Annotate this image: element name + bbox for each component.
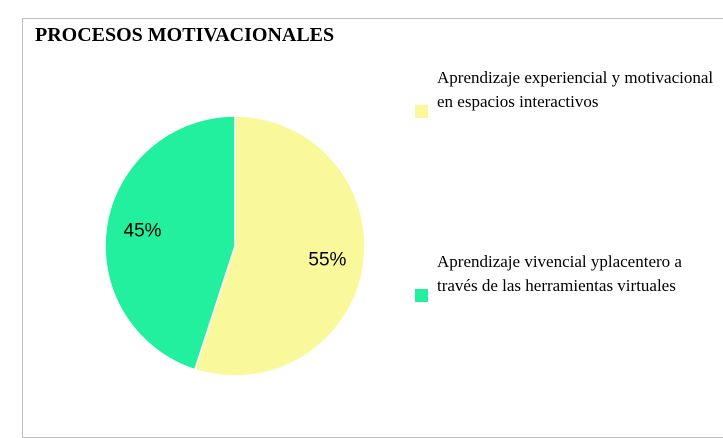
page: {"chart_data": {"type": "pie", "title": …	[22, 18, 723, 438]
legend-label: Aprendizaje vivencial yplacentero a trav…	[437, 252, 682, 295]
pie-slice	[104, 115, 236, 371]
legend-swatch	[415, 105, 428, 118]
chart-title: PROCESOS MOTIVACIONALES	[35, 24, 335, 46]
pie-slice	[193, 115, 366, 377]
legend-swatch	[415, 289, 428, 302]
data-label: 55%	[308, 250, 346, 271]
legend-label: Aprendizaje experiencial y motivacional …	[437, 68, 714, 111]
pie-chart: 55% 45%	[104, 115, 366, 377]
data-label: 45%	[124, 220, 162, 241]
